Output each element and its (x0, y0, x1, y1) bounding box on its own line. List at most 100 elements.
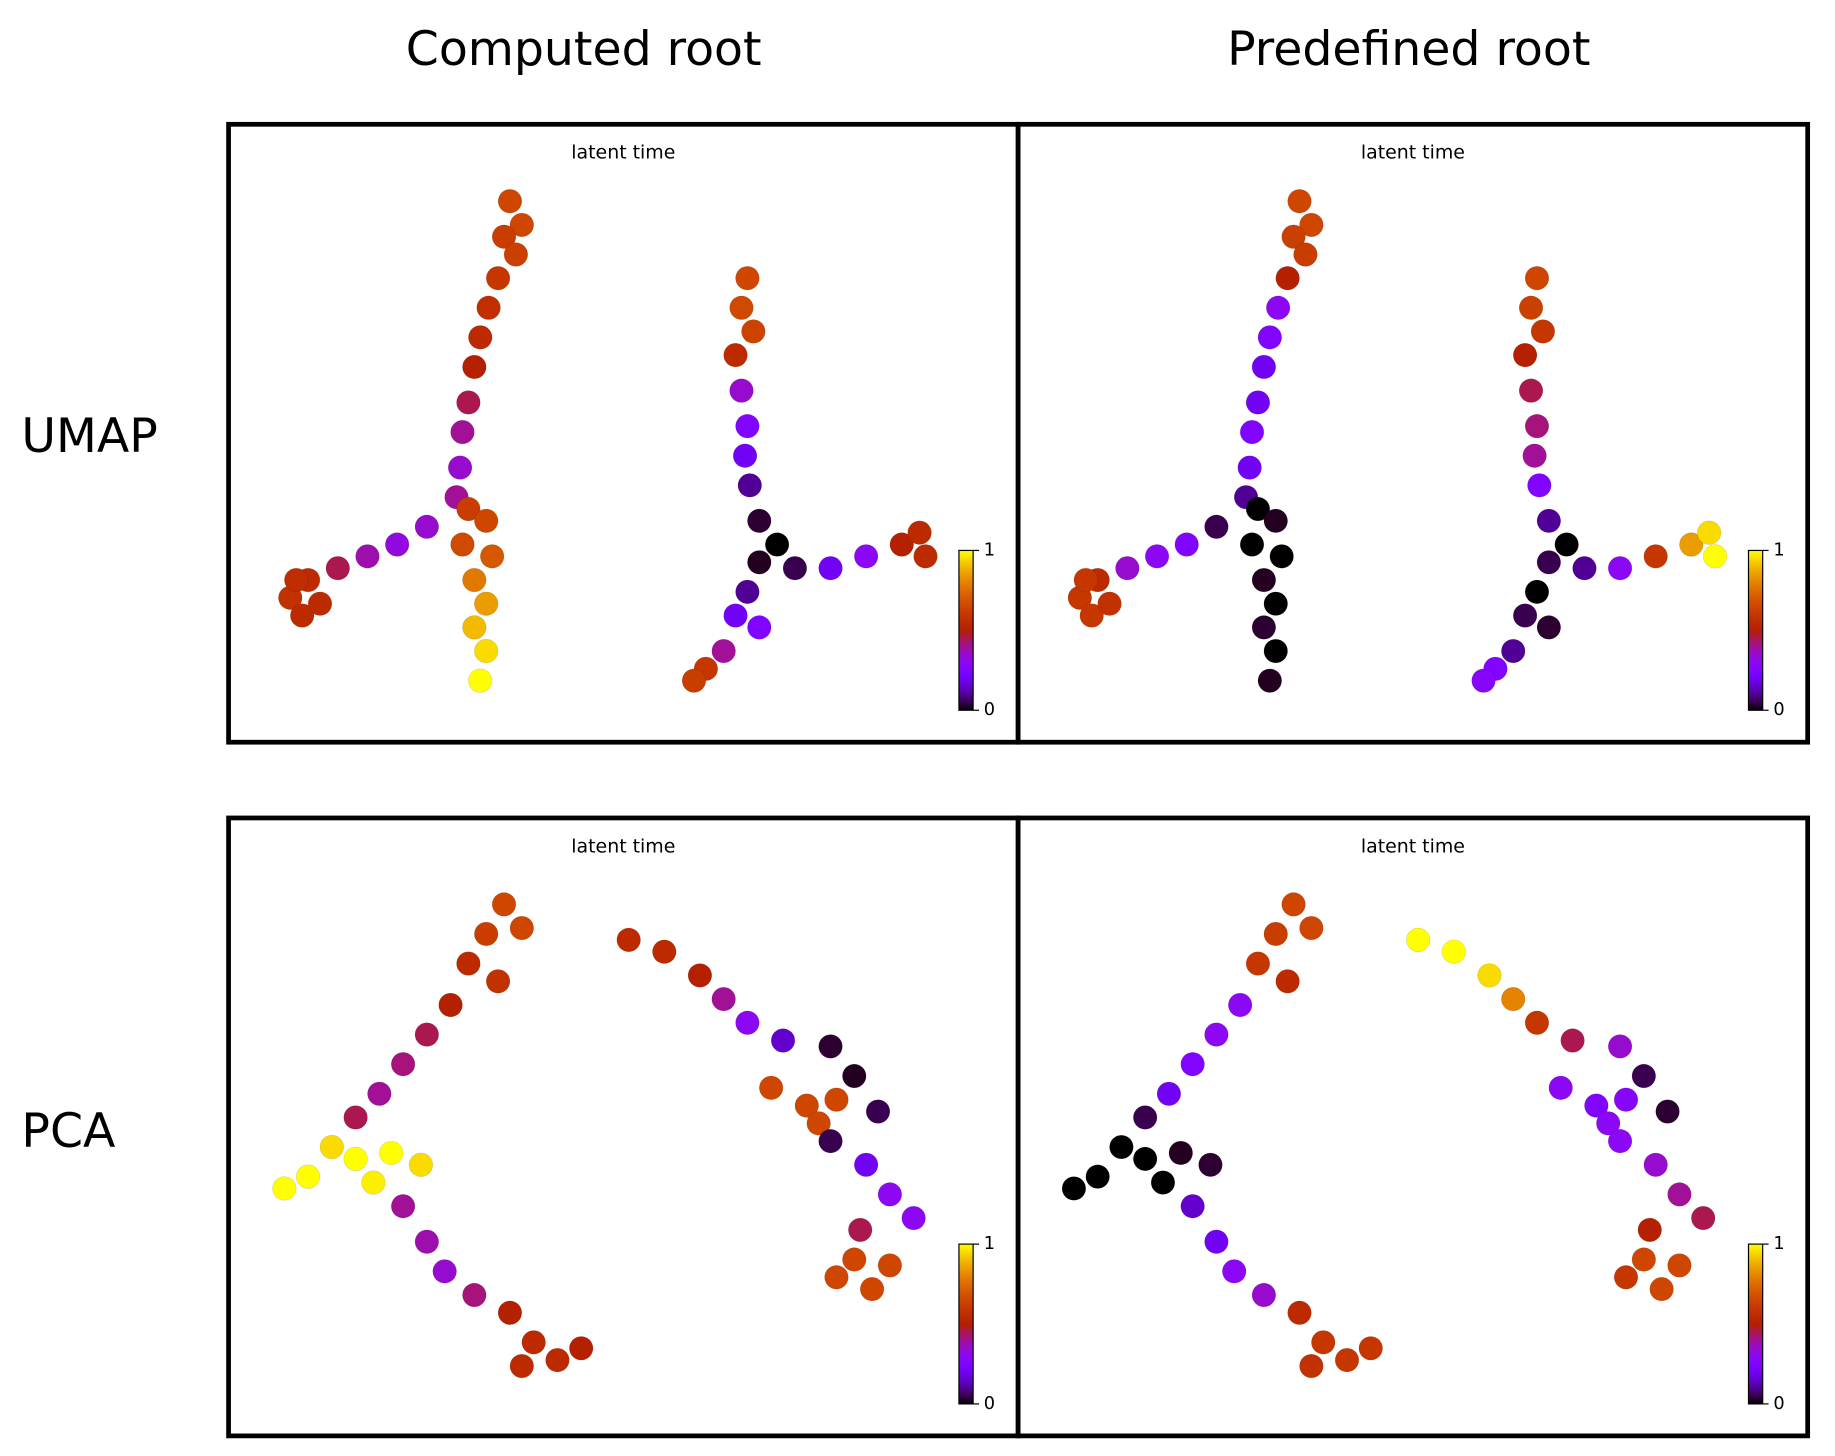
scatter-point (1518, 378, 1544, 403)
scatter-point (408, 1152, 434, 1177)
scatter-point (818, 1034, 843, 1059)
scatter-point (1228, 992, 1253, 1018)
scatter-point (1180, 1194, 1205, 1219)
scatter-point (462, 615, 487, 640)
scatter-point (1275, 266, 1300, 291)
colorbar-tick-label: 1 (984, 1234, 995, 1254)
scatter-point (462, 1282, 487, 1308)
scatter-point (1530, 319, 1556, 344)
scatter-point (462, 354, 487, 380)
scatter-point (1572, 556, 1597, 581)
scatter-point (1607, 1128, 1633, 1154)
scatter-point (1512, 342, 1538, 368)
scatter-point (468, 325, 493, 350)
scatter-point (438, 992, 463, 1018)
scatter-point (474, 638, 499, 664)
scatter-point (652, 939, 677, 964)
scatter-point (1245, 496, 1271, 522)
scatter-point (901, 1205, 926, 1231)
scatter-point (474, 921, 499, 947)
scatter-point (1257, 325, 1282, 350)
scatter-point (889, 532, 914, 557)
scatter-point (497, 189, 523, 214)
scatter-point (1518, 295, 1544, 320)
scatter-point (1133, 1105, 1158, 1130)
colorbar-tick-label: 1 (1773, 1234, 1784, 1254)
scatter-point (414, 1229, 439, 1254)
scatter-point (1536, 550, 1561, 575)
scatter-point (1607, 1034, 1633, 1059)
scatter-point (1245, 951, 1271, 976)
scatter-point (1156, 1081, 1182, 1106)
scatter-point (545, 1347, 570, 1373)
scatter-point (1263, 508, 1288, 533)
scatter-point (818, 556, 843, 581)
scatter-point (842, 1247, 867, 1272)
scatter-point (509, 212, 534, 238)
scatter-point (1655, 1099, 1680, 1124)
scatter-point (1691, 1205, 1716, 1231)
colorbar (958, 1243, 974, 1405)
scatter-point (854, 1152, 879, 1177)
scatter-point (1299, 915, 1324, 941)
scatter-point (848, 1217, 873, 1243)
scatter-point (1287, 1300, 1312, 1325)
panel: latent time 0 1 (226, 121, 1021, 745)
scatter-point (1584, 1093, 1609, 1118)
scatter-point (1512, 603, 1538, 628)
scatter-point (1649, 1276, 1674, 1302)
scatter-point (1560, 1028, 1585, 1053)
colorbar-tick-label: 0 (1773, 1394, 1784, 1414)
scatter-point (729, 295, 754, 320)
scatter-point (1607, 556, 1633, 581)
colorbar-tick-label: 0 (984, 700, 995, 720)
scatter-point (732, 443, 758, 468)
scatter-point (521, 1330, 546, 1355)
scatter-point (1334, 1347, 1360, 1373)
scatter-point (1251, 567, 1277, 593)
scatter-point (1536, 508, 1561, 533)
scatter-point (1643, 544, 1668, 569)
scatter-point (447, 455, 473, 480)
column-title: Computed root (406, 22, 762, 77)
scatter-point (842, 1063, 867, 1089)
scatter-point (1198, 1152, 1223, 1177)
scatter-point (284, 567, 309, 593)
scatter-point (1554, 532, 1579, 557)
scatter-point (759, 1075, 784, 1100)
colorbar (1747, 1243, 1764, 1405)
row-title: UMAP (21, 409, 157, 464)
scatter-point (1144, 544, 1170, 569)
scatter-point (480, 544, 505, 569)
scatter-point (474, 508, 499, 533)
scatter-point (806, 1111, 831, 1136)
scatter-point (1251, 354, 1277, 380)
scatter-point (1133, 1146, 1158, 1172)
scatter-point (616, 927, 641, 953)
scatter-point (390, 1052, 416, 1077)
panel-title: latent time (571, 835, 675, 857)
scatter-point (474, 591, 499, 616)
scatter-point (1501, 986, 1526, 1012)
scatter-point (859, 1276, 885, 1302)
scatter-point (737, 473, 762, 498)
scatter-point (503, 242, 529, 267)
scatter-point (325, 556, 350, 581)
scatter-point (770, 1028, 796, 1053)
scatter-point (1536, 615, 1561, 640)
scatter-point (1281, 224, 1306, 249)
scatter-point (456, 496, 481, 522)
scatter-point (485, 969, 511, 994)
scatter-point (1524, 414, 1550, 439)
scatter-point (485, 266, 511, 291)
scatter-point (747, 550, 772, 575)
panel-frame (226, 121, 1021, 745)
panel-frame (1015, 121, 1811, 745)
scatter-point (1501, 638, 1526, 664)
scatter-point (1079, 603, 1104, 628)
scatter-point (1299, 212, 1324, 238)
scatter-point (1281, 892, 1306, 917)
scatter-point (1222, 1259, 1247, 1284)
colorbar (1747, 549, 1764, 711)
